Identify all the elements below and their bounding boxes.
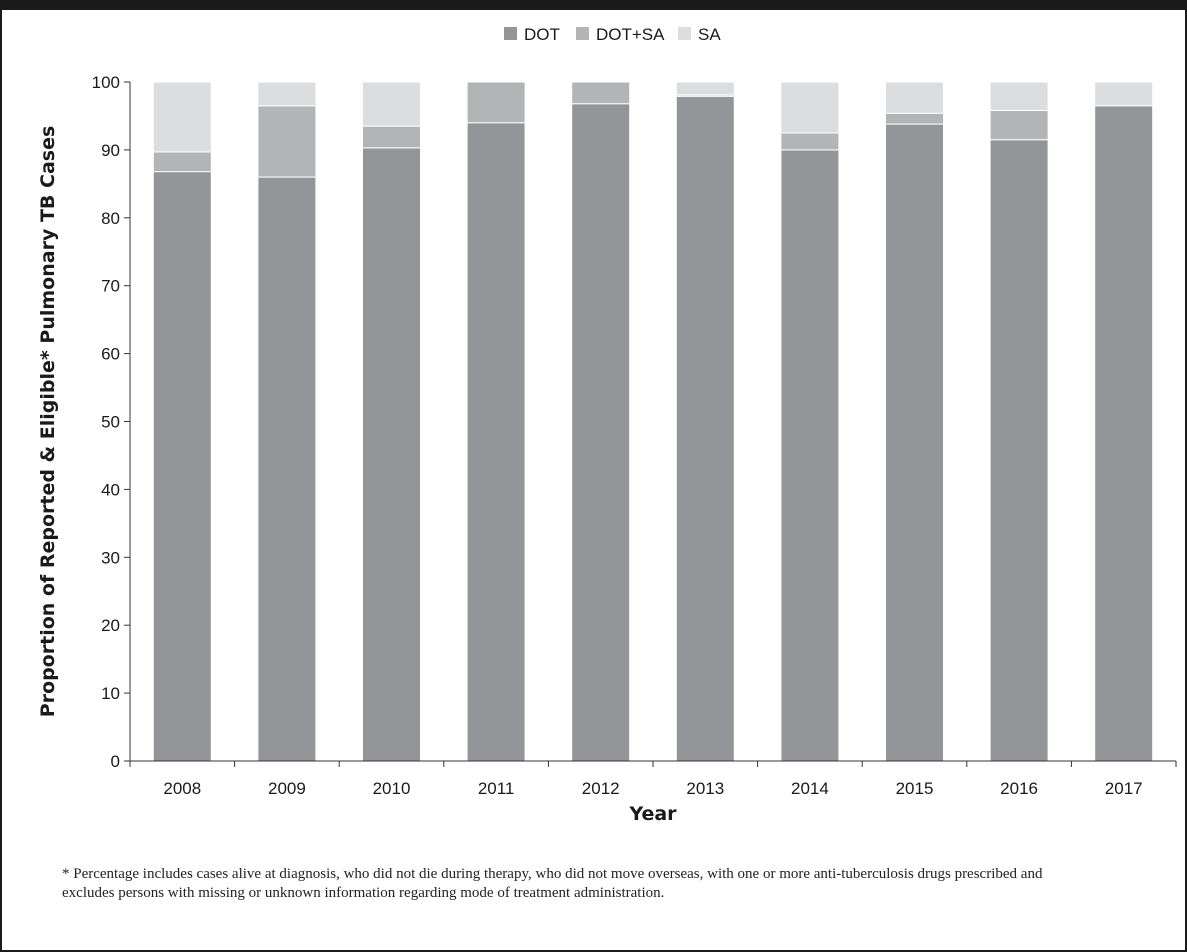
y-tick-label-50: 50: [101, 413, 120, 432]
bar-sa-2009: [257, 81, 317, 107]
footnote: * Percentage includes cases alive at dia…: [62, 866, 1043, 901]
bar-sa-2010: [362, 81, 421, 127]
legend-label-dot: DOT: [524, 25, 560, 44]
y-tick-label-70: 70: [101, 277, 120, 296]
y-tick-label-90: 90: [101, 141, 120, 160]
bar-dot-plus-sa-2011: [466, 81, 526, 124]
bar-dot-2017: [1094, 105, 1154, 762]
y-tick-label-100: 100: [92, 73, 120, 92]
y-tick-label-0: 0: [111, 752, 120, 771]
legend-swatch-dot: [504, 27, 517, 40]
bar-dot-2014: [780, 149, 840, 762]
bar-sa-2015: [885, 81, 944, 114]
bar-dot-2011: [466, 122, 526, 762]
bar-sa-2017: [1094, 81, 1154, 107]
x-tick-label-2014: 2014: [791, 779, 829, 798]
bar-dot-plus-sa-2016: [989, 110, 1049, 141]
legend-swatch-dot-plus-sa: [576, 27, 589, 40]
x-tick-label-2013: 2013: [686, 779, 724, 798]
bar-dot-plus-sa-2012: [571, 81, 631, 105]
bar-sa-2013: [675, 81, 735, 96]
x-tick-label-2011: 2011: [478, 779, 515, 798]
y-tick-label-20: 20: [101, 616, 120, 635]
legend-label-dot-plus-sa: DOT+SA: [596, 25, 665, 44]
y-tick-label-30: 30: [101, 548, 120, 567]
bar-dot-2015: [885, 123, 944, 762]
bar-sa-2008: [152, 81, 212, 153]
bar-sa-2016: [989, 81, 1049, 112]
bar-sa-2014: [780, 81, 840, 134]
x-axis: 2008 2009 2010 2011 2012 2013 2014 2015 2016 2017: [129, 760, 1177, 798]
bar-dot-plus-sa-2015: [885, 112, 944, 125]
bar-dot-plus-sa-2010: [362, 125, 421, 149]
y-tick-label-40: 40: [101, 480, 120, 499]
legend-label-sa: SA: [698, 25, 721, 44]
bar-dot-2013: [675, 95, 735, 762]
bar-dot-plus-sa-2008: [152, 151, 212, 173]
bar-dot-2016: [989, 139, 1049, 762]
y-axis: 0 10 20 30 40 50 60 70 80 90 100: [92, 73, 131, 771]
bar-dot-plus-sa-2009: [257, 105, 317, 178]
y-tick-label-60: 60: [101, 345, 120, 364]
bar-dot-2012: [571, 103, 631, 762]
legend: DOT DOT+SA SA: [504, 25, 721, 44]
y-axis-title: Proportion of Reported & Eligible* Pulmo…: [37, 126, 59, 718]
bar-dot-2010: [362, 147, 421, 762]
bar-dot-2009: [257, 176, 317, 762]
bars-group: [152, 81, 1154, 762]
x-tick-label-2010: 2010: [373, 779, 411, 798]
x-tick-label-2016: 2016: [1000, 779, 1038, 798]
x-tick-label-2017: 2017: [1105, 779, 1143, 798]
bar-dot-2008: [152, 171, 212, 762]
y-tick-label-10: 10: [101, 684, 120, 703]
x-axis-title: Year: [628, 803, 677, 825]
legend-swatch-sa: [678, 27, 691, 40]
x-tick-label-2012: 2012: [582, 779, 620, 798]
x-tick-label-2015: 2015: [896, 779, 934, 798]
y-tick-label-80: 80: [101, 209, 120, 228]
bar-dot-plus-sa-2014: [780, 132, 840, 151]
x-tick-label-2008: 2008: [163, 779, 201, 798]
x-tick-label-2009: 2009: [268, 779, 306, 798]
